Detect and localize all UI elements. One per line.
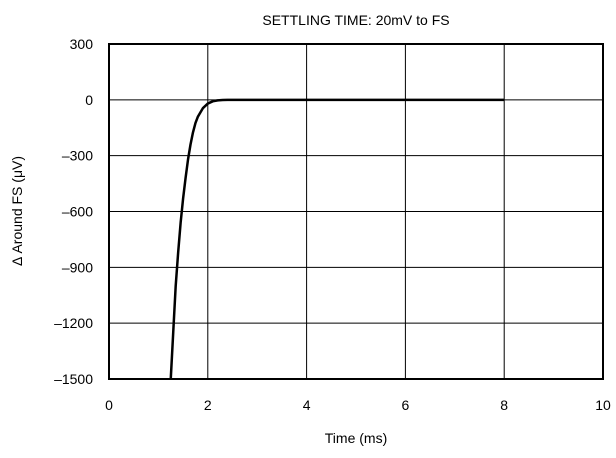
y-tick-label: 0 [85,92,93,108]
y-tick-label: –1500 [54,371,93,387]
x-tick-labels: 0 2 4 6 8 10 [105,397,611,413]
y-tick-label: 300 [70,36,94,52]
x-tick-label: 10 [595,397,611,413]
y-tick-labels: 300 0 –300 –600 –900 –1200 –1500 [54,36,93,387]
grid-lines [109,44,603,379]
x-tick-label: 6 [402,397,410,413]
x-tick-label: 4 [303,397,311,413]
x-tick-label: 8 [500,397,508,413]
y-tick-label: –900 [62,259,93,275]
series-layer [169,98,505,380]
x-tick-label: 0 [105,397,113,413]
x-tick-label: 2 [204,397,212,413]
settling-curve-line [169,98,505,380]
y-tick-label: –300 [62,148,93,164]
y-tick-label: –600 [62,204,93,220]
plot-area-frame [108,43,604,380]
chart-title: SETTLING TIME: 20mV to FS [262,12,449,28]
x-axis-label: Time (ms) [325,430,387,446]
y-tick-label: –1200 [54,315,93,331]
y-axis-label: Δ Around FS (μV) [9,156,25,266]
